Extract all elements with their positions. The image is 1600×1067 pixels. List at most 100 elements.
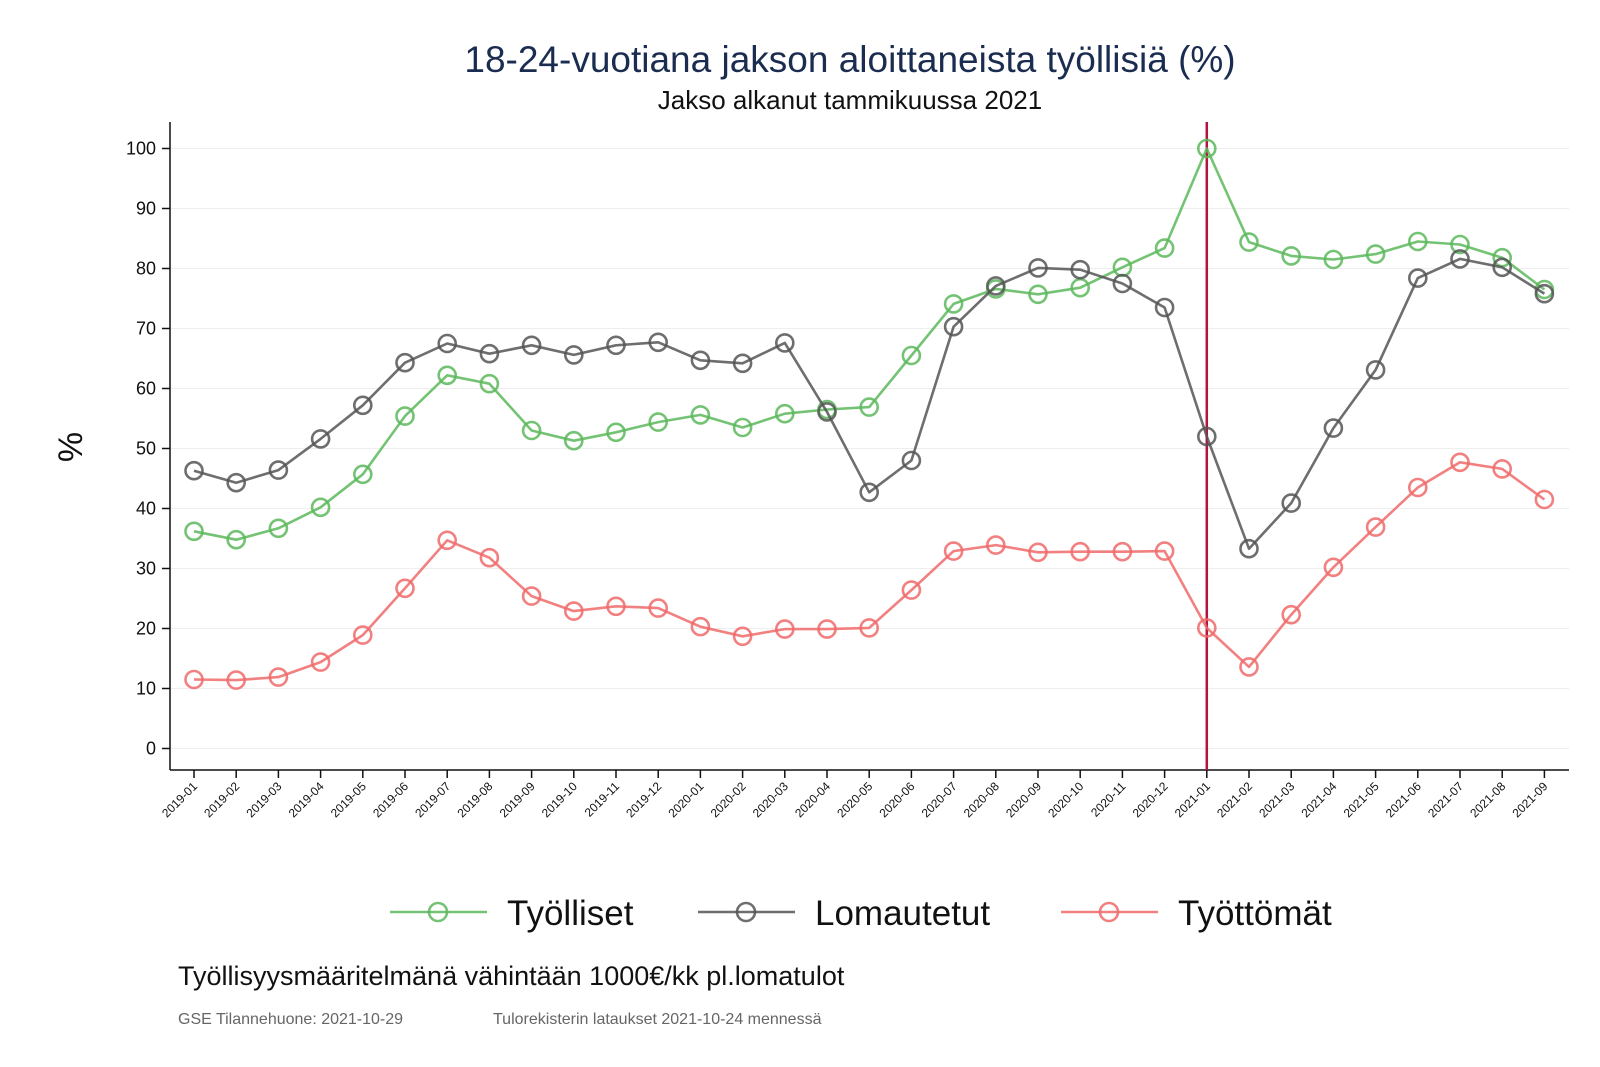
data-point-Työttömät-2020-10 [1070, 541, 1090, 562]
data-point-Työttömät-2019-08 [479, 547, 500, 568]
data-point-Työlliset-2019-12 [648, 412, 669, 432]
data-point-Lomautetut-2021-07 [1450, 249, 1470, 269]
data-point-Lomautetut-2019-12 [648, 332, 669, 353]
data-point-Työttömät-2019-07 [437, 530, 458, 551]
data-point-Työlliset-2020-03 [774, 403, 795, 424]
x-tick-label-2019-11: 2019-11 [582, 779, 623, 820]
data-point-Lomautetut-2019-05 [352, 395, 373, 416]
axes [169, 122, 1569, 771]
data-point-Lomautetut-2020-11 [1112, 273, 1133, 294]
data-point-Lomautetut-2021-03 [1281, 493, 1301, 513]
x-tick-label-2020-04: 2020-04 [792, 779, 833, 820]
x-tick-label-2021-01: 2021-01 [1172, 779, 1213, 820]
data-point-Työlliset-2020-06 [901, 345, 922, 366]
data-point-Työttömät-2021-07 [1450, 452, 1470, 473]
data-point-Työlliset-2019-10 [563, 430, 584, 451]
data-point-Lomautetut-2020-01 [690, 350, 711, 371]
series-line-Työlliset [193, 147, 1546, 542]
data-point-Lomautetut-2019-08 [479, 343, 500, 364]
legend-marker-Työlliset [427, 901, 449, 923]
series-Työlliset [184, 138, 1555, 550]
data-point-Työttömät-2020-05 [859, 618, 880, 638]
data-point-Työlliset-2019-06 [395, 406, 415, 426]
data-point-Työlliset-2019-09 [521, 420, 542, 441]
data-point-Työlliset-2020-02 [732, 417, 753, 438]
y-tick-label-60: 60 [136, 379, 156, 399]
y-tick-label-20: 20 [136, 619, 156, 639]
data-point-Työttömät-2020-03 [774, 619, 795, 639]
data-point-Työlliset-2019-07 [437, 365, 458, 386]
data-point-Lomautetut-2020-08 [985, 276, 1006, 296]
x-tick-label-2019-06: 2019-06 [370, 779, 411, 820]
data-point-Työlliset-2021-06 [1408, 231, 1428, 252]
data-point-Lomautetut-2020-06 [901, 450, 922, 471]
series-group [184, 138, 1555, 690]
chart-subtitle: Jakso alkanut tammikuussa 2021 [658, 85, 1042, 115]
legend-label-Lomautetut: Lomautetut [815, 894, 990, 933]
data-point-Työttömät-2020-02 [732, 626, 753, 647]
grid-lines [170, 148, 1569, 749]
data-point-Lomautetut-2019-10 [563, 345, 584, 365]
legend-marker-Lomautetut [735, 901, 757, 923]
legend-item-Työlliset: Työlliset [390, 894, 634, 933]
data-point-Työttömät-2020-08 [985, 535, 1006, 555]
data-point-Lomautetut-2020-03 [774, 333, 795, 353]
x-tick-label-2019-12: 2019-12 [623, 779, 664, 820]
data-point-Työttömät-2019-06 [395, 578, 415, 599]
legend-marker-Työttömät [1098, 901, 1120, 923]
data-point-Lomautetut-2019-06 [395, 352, 415, 373]
data-point-Työttömät-2021-04 [1323, 557, 1344, 578]
x-tick-label-2019-08: 2019-08 [454, 779, 495, 820]
x-tick-label-2020-10: 2020-10 [1045, 779, 1086, 820]
data-point-Lomautetut-2019-04 [310, 429, 331, 449]
x-tick-label-2019-01: 2019-01 [159, 779, 200, 820]
series-line-Lomautetut [193, 257, 1546, 551]
data-point-Työlliset-2020-09 [1028, 284, 1048, 305]
x-tick-label-2019-05: 2019-05 [328, 779, 369, 820]
x-tick-label-2021-06: 2021-06 [1383, 779, 1424, 820]
legend-label-Työlliset: Työlliset [507, 894, 634, 933]
data-point-Lomautetut-2020-05 [859, 482, 880, 503]
legend-label-Työttömät: Työttömät [1178, 894, 1332, 933]
data-point-Työttömät-2019-03 [268, 667, 289, 687]
x-tick-label-2021-03: 2021-03 [1256, 779, 1297, 820]
data-point-Lomautetut-2020-07 [943, 316, 964, 337]
x-tick-label-2019-10: 2019-10 [539, 779, 580, 820]
data-point-Lomautetut-2019-07 [437, 333, 458, 354]
data-point-Työttömät-2019-04 [310, 652, 331, 672]
y-tick-label-10: 10 [136, 679, 156, 699]
data-point-Lomautetut-2020-09 [1028, 258, 1048, 278]
data-point-Työttömät-2020-04 [817, 619, 837, 639]
data-point-Työlliset-2021-07 [1450, 234, 1470, 255]
x-tick-label-2021-02: 2021-02 [1214, 779, 1255, 820]
data-point-Työlliset-2021-01 [1197, 138, 1217, 159]
y-tick-label-100: 100 [126, 139, 156, 159]
y-tick-label-50: 50 [136, 439, 156, 459]
legend-item-Lomautetut: Lomautetut [698, 894, 990, 933]
x-tick-label-2020-06: 2020-06 [876, 779, 917, 820]
data-point-Työlliset-2019-03 [268, 518, 289, 539]
data-point-Työttömät-2019-10 [563, 601, 584, 621]
y-tick-label-30: 30 [136, 559, 156, 579]
x-tick-label-2019-02: 2019-02 [201, 779, 242, 820]
x-tick-label-2021-07: 2021-07 [1425, 779, 1466, 820]
data-point-Työttömät-2019-02 [226, 670, 246, 690]
x-axis-ticks: 2019-01 2019-02 2019-03 2019-04 2019-05 2019-… [159, 770, 1551, 820]
data-point-Työttömät-2020-11 [1112, 541, 1133, 562]
data-point-Lomautetut-2021-04 [1323, 418, 1344, 438]
data-point-Työlliset-2019-01 [184, 521, 204, 542]
data-point-Työlliset-2020-01 [690, 405, 711, 425]
data-point-Työttömät-2019-05 [352, 625, 373, 645]
data-point-Työttömät-2019-01 [184, 669, 204, 690]
x-tick-label-2021-09: 2021-09 [1509, 779, 1550, 820]
data-point-Työttömät-2020-01 [690, 616, 711, 637]
y-tick-label-40: 40 [136, 499, 156, 519]
data-point-Työttömät-2021-09 [1534, 489, 1555, 510]
data-point-Työttömät-2021-06 [1408, 477, 1428, 498]
data-point-Työlliset-2019-11 [606, 422, 626, 443]
data-point-Työttömät-2021-03 [1281, 604, 1301, 625]
data-point-Työlliset-2019-05 [352, 464, 373, 485]
legend: Työlliset Lomautetut Työttömät [390, 894, 1332, 933]
data-point-Työlliset-2020-12 [1154, 238, 1175, 258]
